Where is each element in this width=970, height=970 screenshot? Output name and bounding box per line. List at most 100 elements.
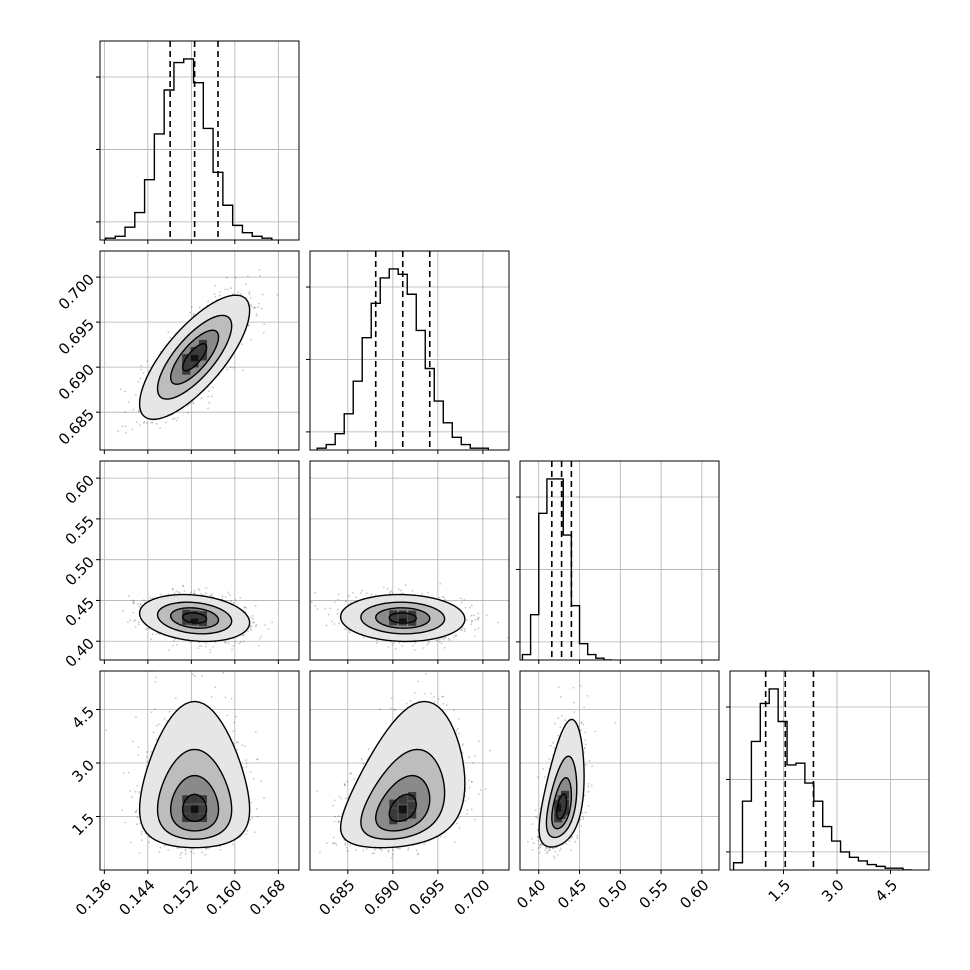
density-bin — [190, 359, 199, 368]
scatter-point — [414, 642, 417, 644]
scatter-point — [375, 642, 378, 644]
scatter-point — [233, 366, 235, 369]
scatter-point — [455, 634, 458, 637]
scatter-point — [145, 628, 148, 630]
scatter-point — [251, 614, 254, 617]
scatter-point — [151, 421, 154, 424]
scatter-point — [212, 645, 215, 648]
scatter-point — [209, 648, 212, 651]
panel-content — [730, 671, 929, 870]
scatter-point — [128, 595, 130, 598]
scatter-point — [198, 645, 201, 648]
scatter-point — [361, 589, 363, 592]
panel-pair-1-2 — [309, 460, 510, 664]
scatter-point — [151, 597, 154, 600]
scatter-point — [427, 591, 429, 594]
scatter-point — [454, 634, 457, 637]
scatter-point — [178, 591, 180, 593]
scatter-point — [252, 618, 255, 620]
scatter-point — [250, 629, 253, 631]
scatter-point — [359, 592, 362, 594]
panel-content — [100, 461, 299, 660]
scatter-point — [254, 306, 257, 309]
panel-frame — [99, 40, 300, 241]
x-tick-label: 1.5 — [765, 876, 795, 906]
scatter-point — [139, 602, 142, 605]
histogram-step — [521, 478, 613, 660]
scatter-point — [443, 596, 446, 599]
scatter-point — [470, 623, 473, 626]
scatter-point — [224, 596, 227, 598]
scatter-point — [391, 592, 394, 595]
scatter-point — [177, 416, 179, 419]
scatter-point — [477, 616, 480, 619]
scatter-point — [485, 614, 488, 617]
scatter-point — [117, 430, 120, 433]
scatter-point — [192, 402, 195, 405]
scatter-point — [127, 401, 130, 404]
scatter-point — [464, 606, 467, 609]
scatter-point — [200, 645, 203, 648]
scatter-point — [207, 300, 210, 303]
scatter-point — [192, 314, 195, 317]
scatter-point — [140, 365, 143, 367]
scatter-point — [159, 633, 161, 636]
scatter-point — [227, 288, 229, 291]
scatter-point — [121, 425, 124, 428]
scatter-point — [397, 588, 400, 591]
scatter-point — [463, 628, 466, 630]
scatter-point — [168, 649, 171, 651]
scatter-point — [129, 619, 132, 622]
scatter-point — [133, 620, 135, 622]
scatter-point — [349, 601, 352, 604]
scatter-point — [131, 428, 134, 431]
scatter-point — [150, 638, 153, 641]
scatter-point — [156, 633, 158, 636]
scatter-point — [448, 639, 451, 641]
scatter-point — [124, 425, 127, 428]
scatter-point — [122, 609, 125, 612]
scatter-point — [463, 630, 466, 633]
scatter-point — [142, 371, 145, 374]
scatter-point — [142, 422, 145, 424]
scatter-point — [205, 643, 208, 645]
scatter-point — [376, 639, 379, 642]
scatter-point — [175, 643, 178, 646]
scatter-point — [173, 592, 176, 595]
y-tick-label: 0.55 — [62, 512, 98, 548]
scatter-point — [316, 608, 319, 611]
panel-pair-0-2 — [96, 460, 300, 664]
y-tick-label: 0.695 — [55, 315, 98, 358]
scatter-point — [140, 368, 143, 371]
scatter-point — [143, 599, 145, 602]
panel-background — [520, 461, 719, 660]
scatter-point — [336, 612, 339, 615]
scatter-point — [231, 648, 234, 651]
scatter-point — [224, 288, 227, 291]
scatter-point — [182, 585, 185, 587]
panel-background — [310, 251, 509, 450]
scatter-point — [209, 651, 212, 654]
scatter-point — [227, 591, 230, 594]
scatter-point — [404, 584, 407, 586]
scatter-point — [412, 644, 414, 647]
scatter-point — [139, 603, 142, 606]
scatter-point — [155, 422, 158, 425]
scatter-point — [243, 606, 246, 608]
scatter-point — [175, 419, 178, 422]
panel-hist-2 — [516, 460, 720, 664]
scatter-point — [139, 377, 142, 380]
scatter-point — [249, 304, 252, 307]
density-bin — [190, 610, 199, 619]
scatter-point — [365, 592, 368, 594]
scatter-point — [137, 381, 140, 383]
scatter-point — [138, 605, 141, 608]
scatter-point — [181, 584, 184, 587]
scatter-point — [325, 624, 328, 627]
scatter-point — [171, 587, 174, 590]
scatter-point — [400, 592, 403, 595]
scatter-point — [444, 598, 446, 601]
scatter-point — [173, 417, 176, 420]
histogram-step — [316, 268, 489, 450]
